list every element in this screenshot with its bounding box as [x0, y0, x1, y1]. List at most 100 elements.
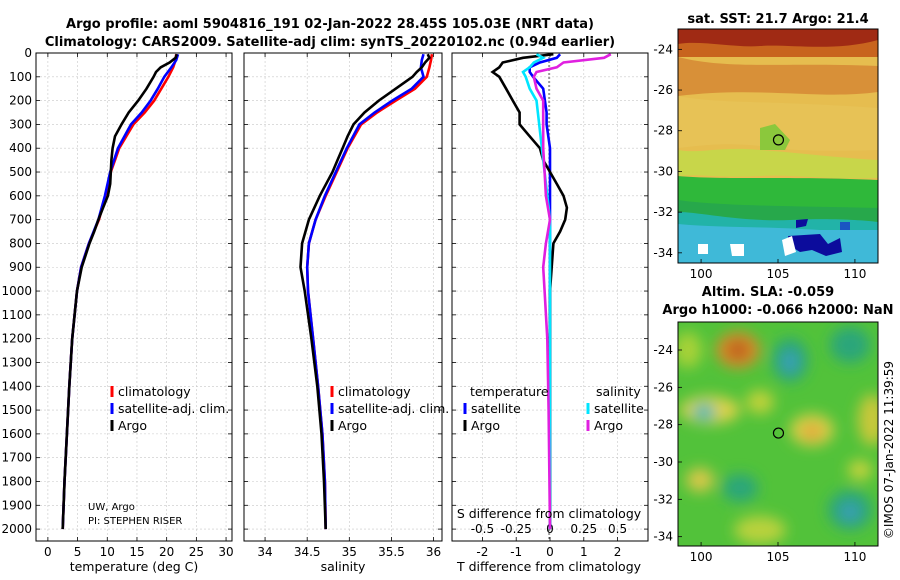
y-tick-label: 1400	[1, 379, 32, 393]
x-tick-label: 34	[257, 545, 272, 559]
diff-s-satellite-line	[521, 53, 552, 530]
x-tick-label: 36	[426, 545, 441, 559]
sst-map-panel: sat. SST: 21.7 Argo: 21.4 100 105 110 -24 -2…	[653, 12, 879, 281]
x-tick-label: 35	[342, 545, 357, 559]
x-tick-label: 10	[100, 545, 115, 559]
map-y-tick-label: -28	[653, 418, 673, 432]
x-tick-label: 0	[44, 545, 52, 559]
salinity-grid	[244, 52, 442, 541]
difference-panel: -2 -1 0 1 2-0.5 -0.25 0 0.25 0.5 S difference fr…	[451, 52, 649, 574]
temperature-ticks: 0100200300400500600700800900100011001200…	[1, 46, 233, 559]
map-y-tick-label: -32	[653, 492, 673, 506]
salinity-legend: climatology satellite-adj. clim. Argo	[330, 384, 449, 433]
s-tick-label: -0.25	[501, 522, 532, 536]
argo-float-marker	[772, 134, 785, 146]
sst-map-ticks: 100 105 110 -24 -26 -28 -30 -32 -34	[653, 42, 866, 281]
x-tick-label: 34.5	[294, 545, 321, 559]
salinity-panel: 34 34.5 35 35.5 36 salinity climatology sate…	[243, 52, 449, 574]
temperature-panel: 0100200300400500600700800900100011001200…	[1, 46, 233, 574]
map-x-tick-label: 110	[843, 267, 866, 281]
y-tick-label: 1500	[1, 403, 32, 417]
x-tick-label: -2	[476, 545, 488, 559]
legend-climatology: climatology	[338, 384, 411, 399]
sst-map-image	[678, 29, 878, 263]
y-tick-label: 0	[24, 46, 32, 60]
legend-salinity-title: salinity	[596, 384, 641, 399]
map-x-tick-label: 105	[767, 267, 790, 281]
legend-temperature-title: temperature	[470, 384, 549, 399]
y-tick-label: 600	[9, 189, 32, 203]
x-tick-label: 15	[129, 545, 144, 559]
sla-map-ticks: 100 105 110 -24 -26 -28 -30 -32 -34	[653, 343, 866, 564]
difference-legend: temperature satellite Argo salinity sate…	[463, 384, 644, 433]
map-x-tick-label: 110	[843, 550, 866, 564]
temperature-axes-frame	[35, 52, 233, 542]
y-tick-label: 500	[9, 165, 32, 179]
legend-t-argo: Argo	[471, 418, 500, 433]
y-tick-label: 1200	[1, 332, 32, 346]
map-y-tick-label: -34	[653, 246, 673, 260]
s-tick-label: -0.5	[471, 522, 494, 536]
y-tick-label: 700	[9, 213, 32, 227]
legend-s-satellite: satellite	[594, 401, 644, 416]
s-tick-label: 0.5	[608, 522, 627, 536]
y-tick-label: 200	[9, 94, 32, 108]
x-tick-label: 25	[189, 545, 204, 559]
s-tick-label: 0.25	[570, 522, 597, 536]
diff-s-argo-line	[532, 53, 612, 530]
y-tick-label: 2000	[1, 522, 32, 536]
map-y-tick-label: -24	[653, 343, 673, 357]
y-tick-label: 1700	[1, 451, 32, 465]
sla-map-title-line1: Altim. SLA: -0.059	[702, 285, 834, 300]
legend-s-argo: Argo	[594, 418, 623, 433]
difference-axes-frame	[451, 52, 649, 542]
sla-map-image	[678, 322, 878, 546]
x-tick-label: 20	[159, 545, 174, 559]
temperature-climatology-line	[61, 54, 178, 530]
temperature-xlabel: temperature (deg C)	[70, 559, 199, 574]
x-tick-label: 2	[614, 545, 622, 559]
y-tick-label: 1900	[1, 498, 32, 512]
sst-map-title: sat. SST: 21.7 Argo: 21.4	[687, 12, 868, 27]
map-y-tick-label: -26	[653, 83, 673, 97]
y-tick-label: 400	[9, 141, 32, 155]
map-y-tick-label: -28	[653, 124, 673, 138]
figure-title-line2: Climatology: CARS2009. Satellite-adj cli…	[45, 35, 615, 50]
legend-satellite: satellite-adj. clim.	[118, 401, 229, 416]
credit-line2: PI: STEPHEN RISER	[88, 516, 182, 527]
legend-satellite: satellite-adj. clim.	[338, 401, 449, 416]
x-tick-label: 0	[546, 545, 554, 559]
temperature-argo-line	[61, 53, 179, 530]
y-tick-label: 300	[9, 117, 32, 131]
map-x-tick-label: 105	[767, 550, 790, 564]
s-difference-label: S difference from climatology	[457, 506, 642, 521]
y-tick-label: 1300	[1, 355, 32, 369]
x-tick-label: 1	[580, 545, 588, 559]
temperature-legend: climatology satellite-adj. clim. Argo	[110, 384, 229, 433]
x-tick-label: -1	[510, 545, 522, 559]
x-tick-label: 5	[74, 545, 82, 559]
y-tick-label: 1000	[1, 284, 32, 298]
map-y-tick-label: -24	[653, 42, 673, 56]
salinity-xlabel: salinity	[321, 559, 366, 574]
map-x-tick-label: 100	[690, 550, 713, 564]
argo-float-marker	[772, 427, 785, 439]
sla-map-panel: Altim. SLA: -0.059 Argo h1000: -0.066 h2…	[653, 285, 893, 564]
x-tick-label: 30	[218, 545, 233, 559]
y-tick-label: 800	[9, 236, 32, 250]
figure-title-line1: Argo profile: aoml 5904816_191 02-Jan-20…	[66, 17, 594, 32]
legend-argo: Argo	[338, 418, 367, 433]
salinity-argo-line	[299, 53, 431, 530]
y-tick-label: 900	[9, 260, 32, 274]
map-y-tick-label: -34	[653, 530, 673, 544]
y-tick-label: 1100	[1, 308, 32, 322]
map-y-tick-label: -30	[653, 455, 673, 469]
salinity-ticks: 34 34.5 35 35.5 36	[244, 52, 442, 559]
map-y-tick-label: -26	[653, 380, 673, 394]
map-y-tick-label: -30	[653, 164, 673, 178]
credit-line1: UW, Argo	[88, 502, 135, 513]
legend-t-satellite: satellite	[471, 401, 521, 416]
legend-climatology: climatology	[118, 384, 191, 399]
y-tick-label: 1600	[1, 427, 32, 441]
